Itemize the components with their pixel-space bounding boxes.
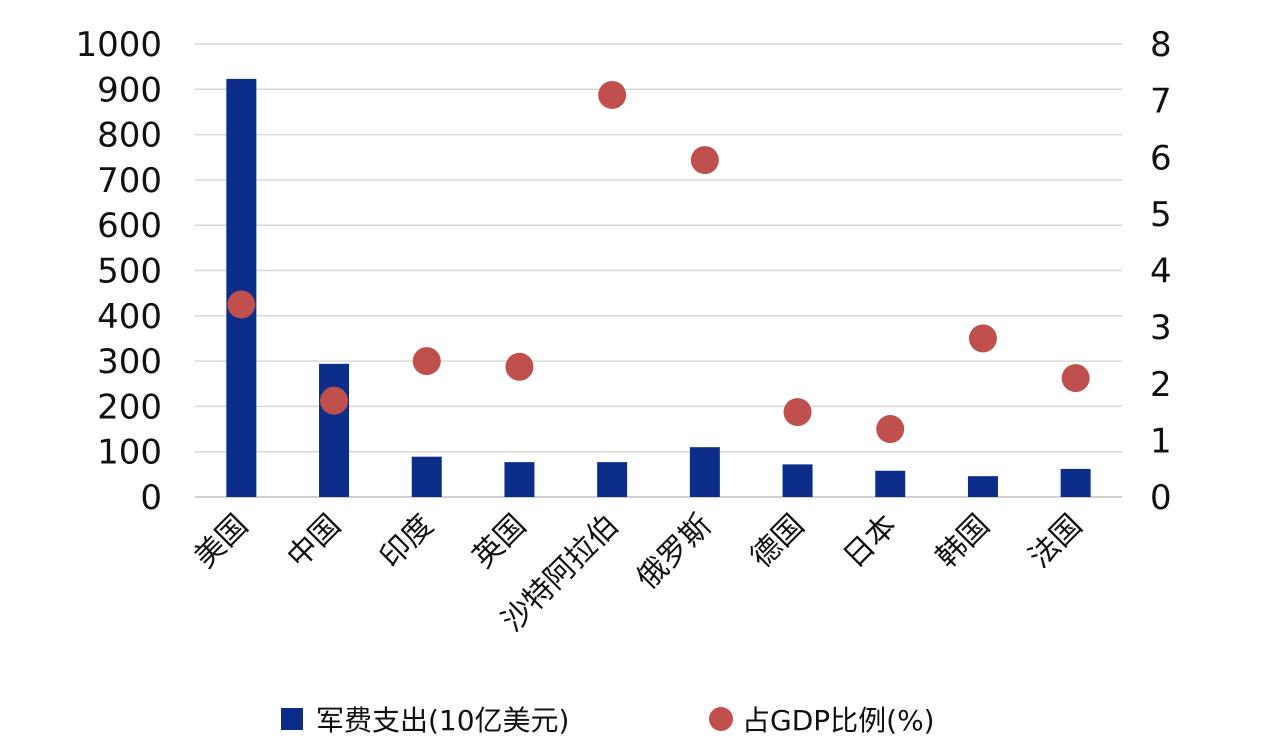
gdp-point-6 (783, 398, 812, 427)
category-label: 美国 (188, 508, 255, 575)
category-label: 日本 (837, 508, 904, 575)
right-tick-label: 1 (1150, 421, 1172, 461)
gdp-point-2 (412, 347, 441, 376)
right-tick-label: 6 (1150, 138, 1172, 178)
scatter-series (227, 80, 1090, 444)
bar-9 (1060, 468, 1091, 497)
right-tick-label: 4 (1150, 252, 1172, 292)
left-tick-label: 500 (97, 252, 162, 292)
right-tick-label: 3 (1150, 308, 1172, 348)
right-tick-label: 0 (1150, 478, 1172, 518)
gdp-point-1 (320, 386, 349, 415)
bar-8 (967, 476, 998, 497)
category-label: 韩国 (929, 508, 996, 575)
category-label: 德国 (744, 508, 811, 575)
category-label: 英国 (466, 508, 533, 575)
gdp-point-4 (598, 80, 627, 109)
category-label: 中国 (281, 508, 348, 575)
left-tick-label: 800 (97, 116, 162, 156)
bar-0 (226, 78, 257, 498)
left-tick-label: 200 (97, 387, 162, 427)
gridlines (195, 43, 1122, 498)
left-tick-label: 600 (97, 206, 162, 246)
legend-dot-swatch (709, 707, 733, 731)
bar-6 (782, 464, 813, 497)
gdp-point-3 (505, 352, 534, 381)
right-tick-label: 5 (1150, 195, 1172, 235)
left-axis-ticks: 0 100 200 300 400 500 600 700 800 900 1000 (75, 25, 162, 518)
category-label: 印度 (373, 508, 440, 575)
left-tick-label: 300 (97, 342, 162, 382)
left-tick-label: 700 (97, 161, 162, 201)
gdp-point-7 (876, 415, 905, 444)
gdp-point-0 (227, 290, 256, 319)
bar-4 (597, 462, 628, 497)
gdp-point-5 (690, 146, 719, 175)
bar-series (226, 78, 1091, 498)
bar-7 (875, 470, 906, 497)
left-tick-label: 900 (97, 70, 162, 110)
category-label: 法国 (1022, 508, 1089, 575)
right-tick-label: 8 (1150, 25, 1172, 65)
bar-3 (504, 462, 535, 497)
category-label: 俄罗斯 (630, 508, 718, 596)
left-tick-label: 1000 (75, 25, 162, 65)
left-tick-label: 400 (97, 297, 162, 337)
right-tick-label: 7 (1150, 82, 1172, 122)
legend-bar-label: 军费支出(10亿美元) (316, 704, 569, 737)
gdp-point-9 (1061, 364, 1090, 393)
left-tick-label: 0 (140, 478, 162, 518)
legend: 军费支出(10亿美元) 占GDP比例(%) (281, 704, 935, 737)
right-tick-label: 2 (1150, 365, 1172, 405)
legend-bar-swatch (281, 708, 303, 730)
right-axis-ticks: 0 1 2 3 4 5 6 7 8 (1150, 25, 1172, 518)
left-tick-label: 100 (97, 433, 162, 473)
bar-5 (689, 447, 720, 497)
gdp-point-8 (968, 324, 997, 353)
bar-2 (411, 456, 442, 497)
bar-1 (319, 363, 350, 497)
legend-dot-label: 占GDP比例(%) (742, 704, 935, 737)
